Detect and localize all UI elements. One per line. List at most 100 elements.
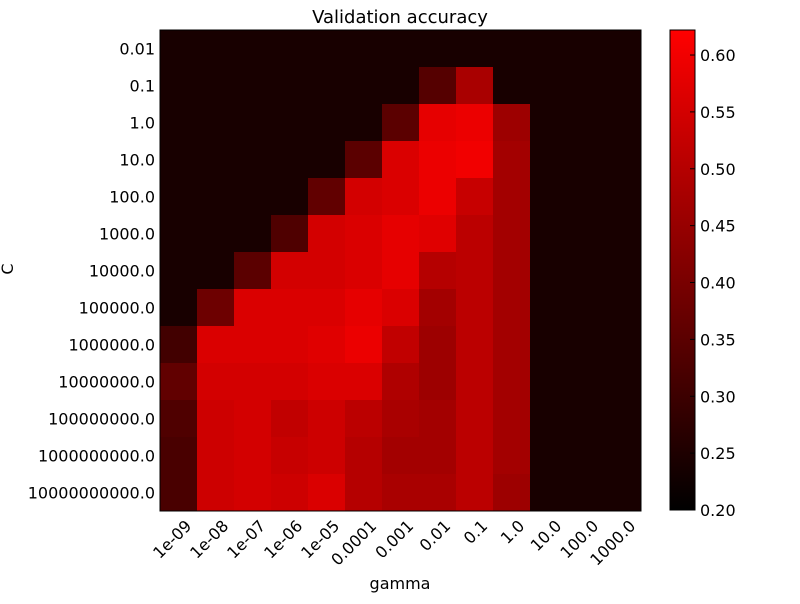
x-axis-label: gamma: [370, 574, 431, 593]
heatmap-cell: [271, 141, 309, 179]
heatmap-cell: [567, 363, 605, 401]
heatmap-cell: [197, 215, 235, 253]
heatmap-cell: [160, 104, 198, 142]
x-tick-label: 0.1: [460, 516, 491, 547]
heatmap-cell: [456, 67, 494, 105]
heatmap-cell: [271, 474, 309, 512]
heatmap-cell: [234, 326, 272, 364]
heatmap-cell: [271, 104, 309, 142]
heatmap-cell: [160, 30, 198, 68]
colorbar-tick-label: 0.40: [700, 274, 736, 293]
heatmap-cell: [530, 289, 568, 327]
heatmap-cell: [345, 252, 383, 290]
colorbar-tick-label: 0.50: [700, 160, 736, 179]
y-tick-label: 0.1: [130, 77, 155, 96]
heatmap-cell: [493, 326, 531, 364]
heatmap-cell: [382, 67, 420, 105]
heatmap-cell: [234, 289, 272, 327]
x-tick-label: 0.01: [416, 516, 455, 555]
heatmap-cell: [271, 215, 309, 253]
heatmap-cell: [160, 141, 198, 179]
heatmap-cell: [197, 289, 235, 327]
heatmap-cell: [567, 289, 605, 327]
heatmap-cell: [456, 363, 494, 401]
heatmap-cell: [419, 289, 457, 327]
heatmap-cell: [197, 67, 235, 105]
y-tick-label: 1.0: [130, 114, 155, 133]
plot-frame: [159, 29, 642, 512]
heatmap-cell: [604, 30, 642, 68]
heatmap-cell: [530, 67, 568, 105]
heatmap-cell: [530, 400, 568, 438]
heatmap-cell: [197, 252, 235, 290]
colorbar-tick-label: 0.25: [700, 444, 736, 463]
heatmap-cell: [456, 400, 494, 438]
y-tick-label: 0.01: [119, 40, 155, 59]
heatmap-cell: [604, 363, 642, 401]
heatmap-cell: [234, 178, 272, 216]
heatmap-cell: [382, 400, 420, 438]
colorbar-tick-label: 0.35: [700, 330, 736, 349]
y-tick-label: 100.0: [109, 188, 155, 207]
heatmap-cell: [345, 326, 383, 364]
heatmap-cell: [382, 474, 420, 512]
heatmap-cell: [308, 437, 346, 475]
heatmap-cell: [530, 252, 568, 290]
heatmap-cell: [493, 289, 531, 327]
heatmap-cell: [345, 215, 383, 253]
y-tick-label: 10000000.0: [58, 373, 155, 392]
heatmap-cell: [530, 141, 568, 179]
heatmap-cell: [456, 252, 494, 290]
heatmap-cell: [493, 104, 531, 142]
heatmap-cell: [456, 178, 494, 216]
heatmap-cell: [382, 252, 420, 290]
colorbar-tick-labels: 0.20 0.25 0.30 0.35 0.40 0.45 0.50 0.55 0.60: [690, 46, 736, 520]
heatmap-cell: [160, 67, 198, 105]
heatmap-cell: [493, 400, 531, 438]
heatmap-cell: [160, 326, 198, 364]
heatmap-cell: [419, 104, 457, 142]
heatmap-cell: [456, 104, 494, 142]
heatmap-cell: [419, 215, 457, 253]
heatmap-cell: [419, 67, 457, 105]
x-tick-label: 1e-09: [149, 516, 195, 562]
heatmap-cell: [382, 363, 420, 401]
heatmap-cell: [234, 474, 272, 512]
heatmap-cell: [345, 289, 383, 327]
heatmap-cell: [308, 104, 346, 142]
heatmap-cell: [382, 289, 420, 327]
heatmap-cell: [271, 30, 309, 68]
heatmap-cell: [234, 30, 272, 68]
heatmap-cell: [419, 178, 457, 216]
heatmap-cell: [530, 326, 568, 364]
heatmap-cell: [530, 30, 568, 68]
y-axis-label: C: [0, 263, 17, 274]
heatmap-cell: [419, 474, 457, 512]
heatmap-cell: [234, 67, 272, 105]
heatmap-cell: [456, 30, 494, 68]
chart-title: Validation accuracy: [312, 7, 488, 28]
heatmap-cell: [456, 289, 494, 327]
colorbar-tick-label: 0.30: [700, 387, 736, 406]
y-tick-label: 10.0: [119, 151, 155, 170]
heatmap-cell: [308, 141, 346, 179]
y-tick-label: 1000000.0: [68, 336, 155, 355]
heatmap-cell: [567, 141, 605, 179]
heatmap-cell: [456, 437, 494, 475]
heatmap-cell: [530, 363, 568, 401]
heatmap-cell: [419, 400, 457, 438]
heatmap-cell: [604, 400, 642, 438]
heatmap-cell: [308, 363, 346, 401]
heatmap-cell: [419, 363, 457, 401]
heatmap-cell: [604, 437, 642, 475]
heatmap-cell: [271, 178, 309, 216]
heatmap-cell: [456, 326, 494, 364]
heatmap-cell: [345, 474, 383, 512]
heatmap-cell: [160, 474, 198, 512]
heatmap-cell: [382, 104, 420, 142]
heatmap-cell: [419, 30, 457, 68]
heatmap-cell: [271, 252, 309, 290]
colorbar: [669, 29, 696, 511]
heatmap-cell: [160, 289, 198, 327]
heatmap-cell: [197, 474, 235, 512]
